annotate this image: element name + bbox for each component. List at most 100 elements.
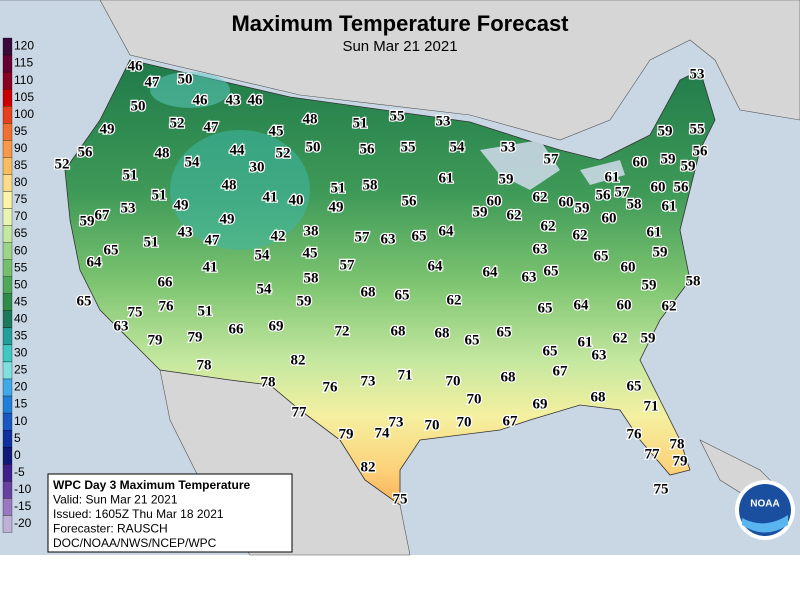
station-temp: 59 xyxy=(681,158,696,174)
station-temp: 53 xyxy=(690,66,705,82)
station-temp: 46 xyxy=(248,92,264,108)
station-temp: 56 xyxy=(78,144,94,160)
legend-swatch xyxy=(2,429,13,448)
station-temp: 77 xyxy=(292,404,308,420)
legend-swatch xyxy=(2,481,13,499)
station-temp: 59 xyxy=(499,171,514,187)
legend-swatch xyxy=(2,498,13,516)
legend-swatch xyxy=(2,412,13,431)
station-temp: 47 xyxy=(204,119,220,135)
subtitle: Sun Mar 21 2021 xyxy=(342,38,457,55)
station-temp: 59 xyxy=(641,330,656,346)
station-temp: 79 xyxy=(148,332,163,348)
cold-region xyxy=(150,72,230,108)
station-temp: 65 xyxy=(104,242,119,258)
station-temp: 51 xyxy=(331,180,346,196)
info-box xyxy=(47,473,293,553)
legend-label: 95 xyxy=(14,124,28,138)
station-temp: 60 xyxy=(617,297,632,313)
station-temp: 57 xyxy=(544,151,560,167)
great-lakes xyxy=(480,140,560,190)
station-temp: 58 xyxy=(686,273,701,289)
station-temp: 50 xyxy=(131,98,146,114)
legend-label: 55 xyxy=(14,260,28,274)
station-temp: 56 xyxy=(402,193,418,209)
legend-swatch xyxy=(2,464,13,482)
station-temp: 45 xyxy=(269,123,284,139)
station-temp: 60 xyxy=(559,194,574,210)
legend-label: -15 xyxy=(14,499,32,513)
station-temp: 78 xyxy=(670,436,685,452)
station-temp: 65 xyxy=(465,332,480,348)
legend-swatch xyxy=(2,106,13,124)
station-temp: 64 xyxy=(428,258,444,274)
legend-label: 80 xyxy=(14,175,28,189)
station-temp: 66 xyxy=(229,321,245,337)
station-temp: 65 xyxy=(594,248,609,264)
legend-swatch xyxy=(2,140,13,158)
station-temp: 59 xyxy=(297,293,312,309)
station-temp: 73 xyxy=(389,414,404,430)
legend-label: 90 xyxy=(14,141,28,155)
station-temp: 68 xyxy=(591,389,606,405)
station-temp: 54 xyxy=(185,154,201,170)
station-temp: 62 xyxy=(613,330,628,346)
station-temp: 59 xyxy=(658,123,673,139)
canada xyxy=(0,0,800,141)
legend-label: 30 xyxy=(14,346,28,360)
legend-swatch xyxy=(2,37,13,56)
station-temp: 49 xyxy=(329,199,344,215)
station-temp: 56 xyxy=(596,187,612,203)
station-temp: 65 xyxy=(395,287,410,303)
station-temp: 76 xyxy=(627,426,643,442)
station-temp: 65 xyxy=(538,300,553,316)
station-temp: 78 xyxy=(261,374,276,390)
legend-swatch xyxy=(2,395,13,414)
legend-swatch xyxy=(2,174,13,192)
station-temp: 60 xyxy=(602,210,617,226)
station-temp: 79 xyxy=(339,426,354,442)
station-temp: 43 xyxy=(226,92,241,108)
station-temp: 68 xyxy=(391,323,406,339)
station-temp: 46 xyxy=(193,92,209,108)
station-temp: 51 xyxy=(144,234,159,250)
station-temp: 55 xyxy=(401,139,416,155)
legend-label: -10 xyxy=(14,482,32,496)
legend-swatch xyxy=(2,225,13,243)
station-temp: 70 xyxy=(457,414,472,430)
legend-label: 105 xyxy=(14,90,34,104)
legend-swatch xyxy=(2,242,13,260)
legend-label: 25 xyxy=(14,363,28,377)
legend-label: 20 xyxy=(14,380,28,394)
legend-label: 115 xyxy=(14,56,33,70)
station-temp: 75 xyxy=(654,481,669,497)
station-temp: 48 xyxy=(303,111,318,127)
station-temp: 51 xyxy=(152,187,167,203)
legend-label: 15 xyxy=(14,397,28,411)
station-temp: 68 xyxy=(501,369,516,385)
legend-swatch xyxy=(2,378,13,397)
station-temp: 63 xyxy=(522,269,537,285)
station-temp: 70 xyxy=(467,391,482,407)
station-temp: 38 xyxy=(304,223,319,239)
station-temp: 45 xyxy=(303,245,318,261)
legend-label: 0 xyxy=(14,448,21,462)
station-temp: 54 xyxy=(257,281,273,297)
station-temp: 53 xyxy=(121,200,136,216)
station-temp: 71 xyxy=(398,367,413,383)
station-temp: 63 xyxy=(592,347,607,363)
station-temp: 59 xyxy=(653,244,668,260)
station-temp: 82 xyxy=(291,352,306,368)
station-temp: 62 xyxy=(662,298,677,314)
station-temp: 60 xyxy=(621,259,636,275)
legend-label: -20 xyxy=(14,516,32,530)
station-temp: 52 xyxy=(170,115,185,131)
station-temp: 60 xyxy=(487,193,502,209)
station-temp: 54 xyxy=(450,139,466,155)
title: Maximum Temperature Forecast xyxy=(231,11,569,36)
station-temp: 58 xyxy=(304,270,319,286)
station-temp: 62 xyxy=(447,292,462,308)
legend-label: 75 xyxy=(14,192,28,206)
